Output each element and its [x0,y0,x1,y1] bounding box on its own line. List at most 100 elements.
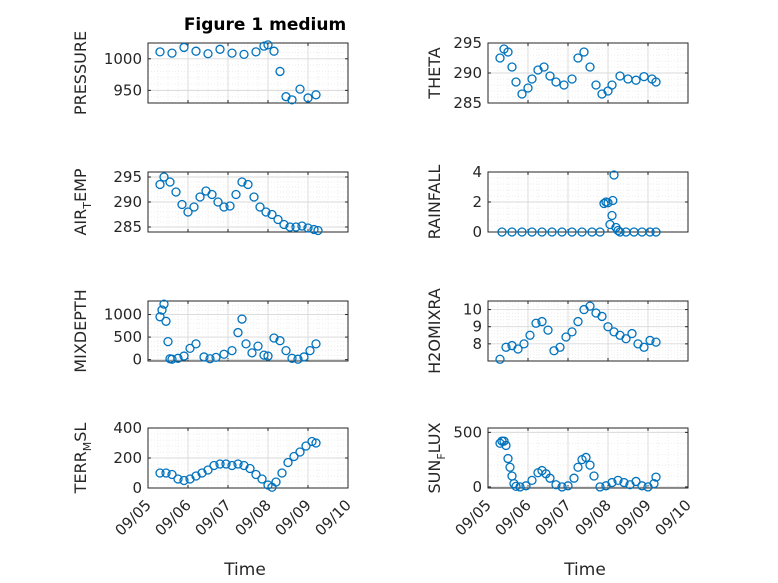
y-axis-label-pressure: PRESSURE [71,31,90,115]
data-point-air-temp [207,189,217,200]
data-point-sun-flux [527,475,537,486]
data-point-air-temp [183,207,193,217]
y-tick-label: 8 [472,335,482,353]
data-point-air-temp [309,224,319,235]
y-tick-label: 0 [472,478,482,496]
data-point-air-temp [159,172,169,182]
data-point-h2omixra [645,335,655,346]
data-point-sun-flux [595,482,605,492]
data-point-theta [651,77,661,87]
data-point-theta [527,74,537,84]
data-point-mixdepth [161,316,171,326]
data-point-air-temp [285,222,295,232]
data-point-mixdepth [305,345,315,356]
data-point-sun-flux [649,478,659,489]
data-point-terr-msl [311,438,321,448]
axes-box-sun-flux [487,427,689,489]
data-point-pressure [239,49,249,60]
data-point-terr-msl [245,463,255,474]
data-point-mixdepth [167,354,177,364]
data-point-mixdepth [191,339,201,349]
data-point-h2omixra [531,318,541,328]
data-point-sun-flux [589,471,599,481]
data-point-terr-msl [233,459,243,469]
data-point-air-temp [255,202,265,212]
data-point-theta [585,62,595,72]
data-point-air-temp [213,197,223,207]
data-point-air-temp [249,192,259,202]
data-point-theta [567,74,577,84]
data-point-pressure [295,84,305,94]
data-point-rainfall [567,227,577,237]
y-tick-label: 285 [113,218,142,236]
data-point-mixdepth [299,352,309,362]
data-point-air-temp [231,189,241,200]
data-point-rainfall [609,170,619,180]
data-point-rainfall [603,198,613,208]
y-tick-label: 400 [113,419,142,437]
axes-box-h2omixra [487,300,689,362]
data-point-sun-flux [521,481,531,491]
data-point-h2omixra [651,337,661,347]
axes-box-pressure [147,42,349,104]
y-tick-label: 0 [132,351,142,369]
data-point-air-temp [219,202,229,212]
data-point-pressure [251,47,261,57]
data-point-air-temp [261,207,271,217]
data-point-sun-flux [573,462,583,472]
data-point-h2omixra [567,327,577,337]
data-point-terr-msl [227,460,237,471]
data-point-h2omixra [537,316,547,327]
axes-box-terr-msl [147,427,349,489]
data-point-terr-msl [209,460,219,471]
data-point-h2omixra [555,342,565,352]
data-point-terr-msl [283,457,293,468]
data-point-sun-flux [563,481,573,491]
data-point-pressure [303,93,313,103]
y-axis-label-theta: THETA [425,47,444,99]
data-point-rainfall [607,210,617,221]
data-point-mixdepth [159,299,169,309]
data-point-mixdepth [233,327,243,338]
data-point-mixdepth [281,345,291,356]
data-point-air-temp [243,179,253,190]
data-point-sun-flux [515,482,525,492]
data-point-rainfall [651,227,661,237]
data-point-sun-flux [545,473,555,483]
data-point-h2omixra [621,334,631,344]
data-point-pressure [215,44,225,54]
data-point-sun-flux [499,436,509,446]
data-point-rainfall [557,227,567,237]
data-point-air-temp [297,221,307,231]
y-tick-label: 0 [472,223,482,241]
data-point-air-temp [177,199,187,210]
data-point-rainfall [595,227,605,237]
x-axis-label: Time [223,560,266,580]
data-point-pressure [191,46,201,56]
y-axis-label-air-temp: AIRTEMP [71,168,94,235]
data-point-theta [517,89,527,99]
data-point-mixdepth [241,339,251,349]
data-point-sun-flux [581,452,591,463]
data-point-terr-msl [221,459,231,469]
data-point-terr-msl [215,459,225,469]
data-point-mixdepth [253,341,263,351]
data-point-rainfall [615,227,625,237]
data-point-sun-flux [557,482,567,492]
data-point-terr-msl [295,447,305,457]
y-tick-label: 1000 [104,306,142,324]
data-point-mixdepth [247,348,257,358]
data-point-terr-msl [155,468,165,478]
data-point-terr-msl [257,474,267,484]
data-point-rainfall [507,227,517,237]
axes-mixdepth: 0 500 1000 MIXDEPTH [71,289,349,373]
y-axis-label-mixdepth: MIXDEPTH [71,289,90,372]
data-point-rainfall [527,227,537,237]
data-point-theta [559,80,569,90]
data-point-terr-msl [179,475,189,486]
y-tick-label: 285 [453,94,482,112]
data-point-mixdepth [199,352,209,362]
axes-box-mixdepth [147,300,349,362]
data-point-pressure [275,66,285,77]
